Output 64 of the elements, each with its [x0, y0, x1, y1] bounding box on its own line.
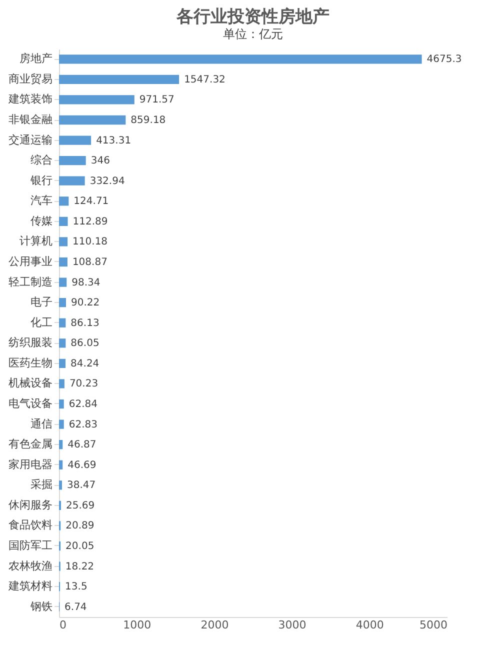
y-tick-label: 汽车	[30, 194, 52, 208]
y-tick-label: 农林牧渔	[8, 559, 52, 572]
data-label: 46.87	[68, 440, 96, 451]
x-tick-label: 2000	[200, 618, 229, 632]
data-label: 971.57	[139, 94, 174, 106]
y-tick-label: 建筑装饰	[8, 92, 52, 106]
data-label: 20.89	[66, 520, 94, 532]
x-tick-label: 4000	[356, 618, 384, 632]
y-tick-label: 休闲服务	[8, 498, 52, 512]
data-label: 46.69	[68, 460, 96, 471]
y-tick-label: 银行	[30, 174, 52, 187]
data-label: 4675.3	[426, 54, 462, 66]
data-label: 18.22	[65, 561, 94, 572]
y-tick-label: 医药生物	[8, 356, 52, 370]
y-tick-label: 钢铁	[30, 600, 52, 613]
y-tick-label: 采掘	[30, 478, 52, 492]
data-label: 62.84	[68, 399, 98, 410]
data-label: 62.83	[68, 419, 98, 430]
data-label: 98.34	[72, 277, 100, 288]
data-label: 108.87	[72, 257, 108, 268]
data-label: 110.18	[72, 236, 108, 248]
y-tick-label: 轻工制造	[8, 275, 52, 288]
y-tick-label: 国防军工	[8, 539, 52, 552]
data-label: 84.24	[70, 358, 100, 370]
x-tick-label: 3000	[278, 618, 306, 632]
y-tick-label: 房地产	[20, 52, 52, 66]
y-tick-label: 食品饮料	[8, 518, 52, 532]
y-tick-label: 非银金融	[8, 113, 52, 126]
y-tick-label: 计算机	[20, 234, 52, 248]
y-tick-label: 纺织服装	[8, 336, 52, 350]
data-label: 25.69	[66, 500, 95, 512]
data-label: 859.18	[130, 115, 166, 126]
data-label: 70.23	[69, 378, 98, 390]
data-label: 6.74	[64, 602, 87, 613]
data-label: 1547.32	[184, 74, 226, 86]
data-label: 38.47	[66, 480, 96, 492]
y-tick-label: 建筑材料	[8, 580, 52, 593]
data-label: 86.13	[70, 318, 100, 329]
data-label: 413.31	[96, 135, 132, 146]
data-label: 86.05	[70, 338, 100, 350]
y-tick-label: 机械设备	[8, 376, 52, 390]
y-tick-label: 交通运输	[8, 133, 52, 146]
data-label: 13.5	[65, 582, 88, 593]
y-tick-label: 有色金属	[8, 438, 52, 451]
y-tick-label: 商业贸易	[8, 72, 52, 86]
y-tick-label: 化工	[30, 316, 52, 329]
chart-title: 各行业投资性房地产	[176, 7, 330, 27]
y-tick-label: 传媒	[30, 214, 52, 228]
x-tick-label: 5000	[420, 618, 448, 632]
data-label: 346	[90, 156, 110, 167]
y-tick-label: 电气设备	[8, 397, 52, 410]
data-label: 332.94	[90, 176, 125, 187]
x-tick-label: 1000	[123, 618, 152, 632]
y-tick-label: 家用电器	[8, 458, 52, 471]
chart-subtitle: 单位：亿元	[223, 27, 283, 41]
y-tick-label: 电子	[30, 296, 52, 309]
data-label: 20.05	[66, 541, 94, 552]
y-tick-label: 通信	[30, 417, 52, 430]
data-label: 112.89	[72, 216, 108, 228]
y-tick-label: 公用事业	[8, 255, 52, 268]
data-label: 124.71	[74, 196, 109, 208]
y-tick-label: 综合	[30, 154, 52, 167]
data-label: 90.22	[71, 298, 100, 309]
x-tick-label: 0	[60, 618, 66, 632]
